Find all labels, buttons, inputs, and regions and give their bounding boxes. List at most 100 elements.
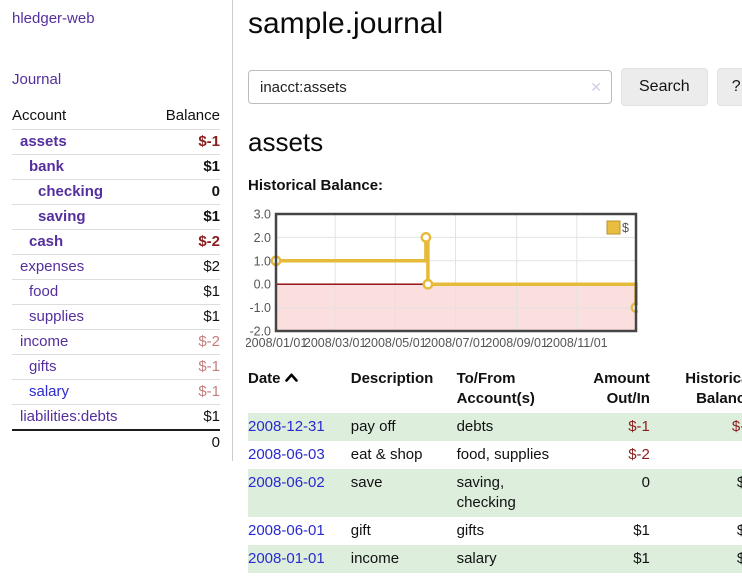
sort-ascending-icon [284, 373, 298, 382]
x-axis-label: 2008/11/01 [546, 336, 608, 350]
chart-data-point [422, 278, 434, 290]
y-axis-label: -1.0 [249, 301, 271, 315]
account-row: income $-2 [12, 329, 220, 355]
register-amount: 0 [571, 469, 656, 517]
account-link-liabilities-debts[interactable]: liabilities:debts [20, 408, 118, 425]
transaction-date-link[interactable]: 2008-01-01 [248, 550, 325, 567]
account-link-food[interactable]: food [29, 283, 59, 300]
account-name-cell: checking [12, 179, 150, 205]
account-balance: $-1 [149, 129, 220, 155]
account-balance: $-2 [149, 229, 220, 255]
account-name-cell: expenses [12, 254, 150, 280]
register-description: gift [350, 522, 371, 539]
accounts-header-row: Account Balance [12, 105, 220, 130]
search-button[interactable]: Search [621, 68, 708, 106]
x-axis-label: 2008/03/01 [304, 336, 367, 350]
account-link-income[interactable]: income [20, 333, 69, 350]
account-balance: $1 [149, 279, 220, 305]
account-balance: $2 [149, 254, 220, 280]
accounts-table: Account Balance assets $-1 bank $1 checking 0… [12, 105, 220, 455]
register-row: 2008-06-03 eat & shop food, supplies $-2 0 [248, 441, 742, 469]
account-balance: $1 [149, 404, 220, 431]
register-header-date-label: Date [248, 370, 281, 387]
chart-canvas: $3.0 2.0 1.0 0.0 -1.0 -2.02008/01/012008/03/0… [245, 208, 642, 350]
register-header-row: Date Description To/From Account(s) Amou… [248, 366, 742, 413]
account-link-cash[interactable]: cash [29, 233, 64, 250]
account-row: assets $-1 [12, 129, 220, 155]
nav-journal-link[interactable]: Journal [12, 71, 62, 88]
chart-border [274, 212, 638, 333]
register-accounts: saving, checking [456, 469, 572, 517]
register-header-date[interactable]: Date [248, 366, 351, 413]
register-table: Date Description To/From Account(s) Amou… [248, 366, 742, 573]
register-accounts: food, supplies [456, 446, 550, 463]
main-panel: sample.journal ✕ Search ? assets Histori… [233, 0, 742, 573]
register-description: save [350, 469, 457, 517]
brand-link[interactable]: hledger-web [12, 10, 95, 27]
account-balance: $-1 [149, 354, 220, 380]
account-link-checking[interactable]: checking [38, 183, 104, 200]
register-accounts: gifts [456, 522, 485, 539]
account-link-bank[interactable]: bank [29, 158, 65, 175]
register-date-cell: 2008-01-01 [248, 545, 351, 573]
account-row: cash $-2 [12, 229, 220, 255]
page-title: sample.journal [248, 7, 444, 40]
register-amount: $-1 [571, 413, 656, 441]
account-link-salary[interactable]: salary [29, 383, 70, 400]
transaction-date-link[interactable]: 2008-06-03 [248, 446, 325, 463]
register-date-cell: 2008-06-02 [248, 469, 351, 517]
search-box: ✕ [248, 70, 612, 104]
clear-search-icon[interactable]: ✕ [590, 79, 602, 95]
register-balance: $2 [655, 469, 742, 517]
accounts-header-balance: Balance [149, 105, 220, 130]
register-header-description: Description [350, 370, 434, 387]
sidebar: hledger-web Journal Account Balance asse… [0, 0, 233, 461]
account-row: food $1 [12, 279, 220, 305]
accounts-table-body: assets $-1 bank $1 checking 0 saving $1 cash $-2 e… [12, 129, 220, 431]
x-axis-label: 2008/09/01 [485, 336, 548, 350]
transaction-date-link[interactable]: 2008-06-02 [248, 474, 325, 491]
x-axis-label: 2008/07/01 [424, 336, 487, 350]
account-link-expenses[interactable]: expenses [20, 258, 85, 275]
register-accounts: salary [456, 545, 572, 573]
register-balance: 0 [656, 441, 742, 469]
register-balance: $2 [736, 522, 742, 539]
account-link-gifts[interactable]: gifts [29, 358, 57, 375]
account-balance: $-2 [149, 329, 220, 355]
account-row: salary $-1 [12, 379, 220, 405]
transaction-date-link[interactable]: 2008-12-31 [248, 418, 325, 435]
y-axis-label: 0.0 [254, 278, 271, 292]
y-axis-label: -2.0 [249, 325, 271, 339]
account-name-cell: supplies [12, 304, 150, 330]
help-button[interactable]: ? [716, 68, 742, 106]
register-balance: $1 [655, 545, 742, 573]
register-description: pay off [350, 413, 457, 441]
search-bar: ✕ Search ? [248, 68, 742, 106]
register-header-balance: Historical Balance [685, 370, 742, 407]
register-row: 2008-06-01 gift gifts $1 $2 [248, 517, 742, 545]
account-name-cell: cash [12, 229, 150, 255]
account-row: bank $1 [12, 154, 220, 180]
search-input[interactable] [248, 70, 612, 104]
account-name-cell: liabilities:debts [12, 404, 150, 431]
account-link-assets[interactable]: assets [20, 133, 67, 150]
historical-balance-chart: $3.0 2.0 1.0 0.0 -1.0 -2.0 2008/01/01 2008/03/0… [245, 206, 742, 356]
register-date-cell: 2008-12-31 [248, 413, 351, 441]
accounts-total-spacer [12, 429, 150, 455]
account-name-cell: gifts [12, 354, 150, 380]
account-heading: assets [248, 127, 324, 157]
transaction-date-link[interactable]: 2008-06-01 [248, 522, 325, 539]
account-row: gifts $-1 [12, 354, 220, 380]
register-date-cell: 2008-06-01 [248, 517, 351, 545]
register-amount: $1 [571, 545, 656, 573]
account-link-saving[interactable]: saving [38, 208, 86, 225]
register-balance: $-1 [655, 413, 742, 441]
register-header-amount: Amount Out/In [593, 370, 650, 407]
account-link-supplies[interactable]: supplies [29, 308, 85, 325]
account-name-cell: salary [12, 379, 150, 405]
register-amount: $1 [633, 522, 650, 539]
accounts-total-row: 0 [12, 429, 220, 455]
account-row: liabilities:debts $1 [12, 404, 220, 431]
